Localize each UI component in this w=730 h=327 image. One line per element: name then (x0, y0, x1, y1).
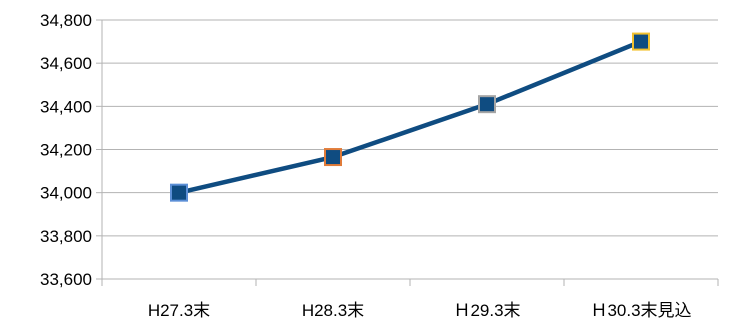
data-point (324, 148, 342, 167)
data-point (632, 32, 650, 51)
data-point (478, 95, 496, 114)
series-group (170, 32, 650, 202)
x-tick-label: Ｈ30.3末見込 (590, 301, 691, 320)
x-tick-label: Ｈ29.3末 (453, 301, 520, 320)
axes (96, 19, 719, 286)
y-tick-label: 33,800 (40, 227, 92, 246)
y-tick-label: 34,200 (40, 141, 92, 160)
data-point (170, 183, 188, 202)
y-tick-label: 34,000 (40, 184, 92, 203)
series-line (178, 39, 642, 195)
x-tick-labels: H27.3末 H28.3末 Ｈ29.3末 Ｈ30.3末見込 (148, 301, 692, 320)
gridlines (102, 19, 718, 280)
y-tick-label: 33,600 (40, 270, 92, 289)
y-tick-label: 34,600 (40, 54, 92, 73)
x-tick-label: H27.3末 (148, 301, 210, 320)
y-tick-labels: 33,600 33,800 34,000 34,200 34,400 34,600 34,8… (40, 11, 92, 289)
y-tick-label: 34,400 (40, 97, 92, 116)
x-tick-label: H28.3末 (302, 301, 364, 320)
y-tick-label: 34,800 (40, 11, 92, 30)
